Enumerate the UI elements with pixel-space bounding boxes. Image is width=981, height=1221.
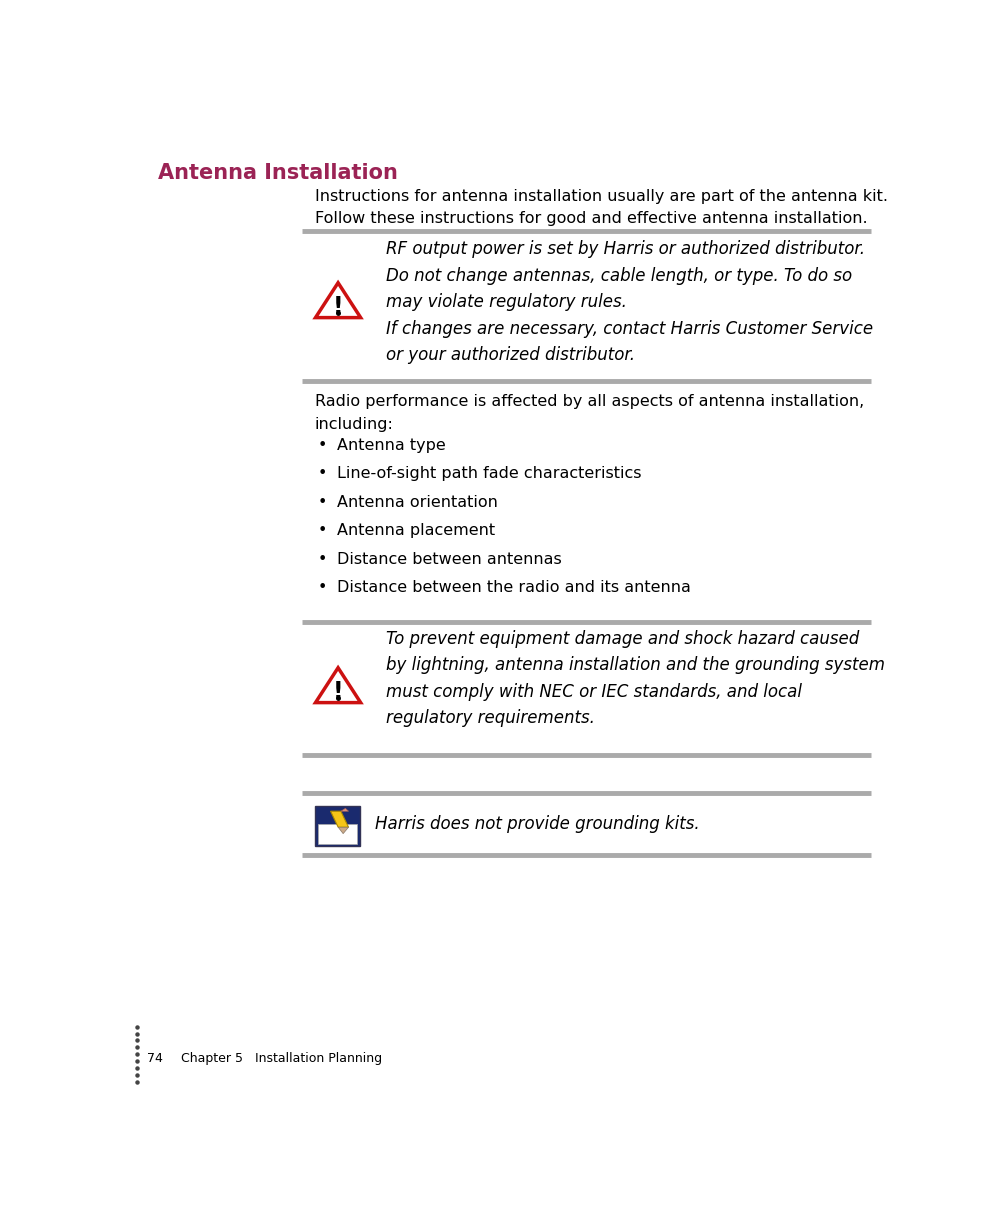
Text: !: ! bbox=[333, 680, 343, 705]
Polygon shape bbox=[340, 808, 348, 811]
Polygon shape bbox=[331, 811, 348, 828]
Text: !: ! bbox=[333, 295, 343, 320]
Text: Antenna Installation: Antenna Installation bbox=[158, 164, 398, 183]
Bar bbox=[315, 806, 360, 846]
Text: •: • bbox=[318, 437, 328, 453]
Polygon shape bbox=[338, 828, 348, 834]
Text: Distance between the radio and its antenna: Distance between the radio and its anten… bbox=[336, 580, 691, 595]
Text: 74: 74 bbox=[147, 1053, 163, 1066]
Text: Antenna type: Antenna type bbox=[336, 437, 445, 453]
Text: •: • bbox=[318, 495, 328, 509]
Text: Antenna orientation: Antenna orientation bbox=[336, 495, 497, 509]
Text: Chapter 5   Installation Planning: Chapter 5 Installation Planning bbox=[181, 1053, 382, 1066]
Text: RF output power is set by Harris or authorized distributor.
Do not change antenn: RF output power is set by Harris or auth… bbox=[387, 241, 873, 364]
Text: To prevent equipment damage and shock hazard caused
by lightning, antenna instal: To prevent equipment damage and shock ha… bbox=[387, 630, 885, 728]
Text: •: • bbox=[318, 523, 328, 538]
Text: Distance between antennas: Distance between antennas bbox=[336, 552, 561, 567]
Text: •: • bbox=[318, 466, 328, 481]
Text: Radio performance is affected by all aspects of antenna installation,
including:: Radio performance is affected by all asp… bbox=[315, 394, 864, 432]
Text: Instructions for antenna installation usually are part of the antenna kit.
Follo: Instructions for antenna installation us… bbox=[315, 189, 888, 226]
Text: Antenna placement: Antenna placement bbox=[336, 523, 494, 538]
Text: Line-of-sight path fade characteristics: Line-of-sight path fade characteristics bbox=[336, 466, 641, 481]
Bar bbox=[318, 824, 357, 845]
Text: •: • bbox=[318, 580, 328, 595]
Polygon shape bbox=[316, 283, 361, 317]
Text: •: • bbox=[318, 552, 328, 567]
Polygon shape bbox=[316, 668, 361, 702]
Text: Harris does not provide grounding kits.: Harris does not provide grounding kits. bbox=[376, 814, 699, 833]
